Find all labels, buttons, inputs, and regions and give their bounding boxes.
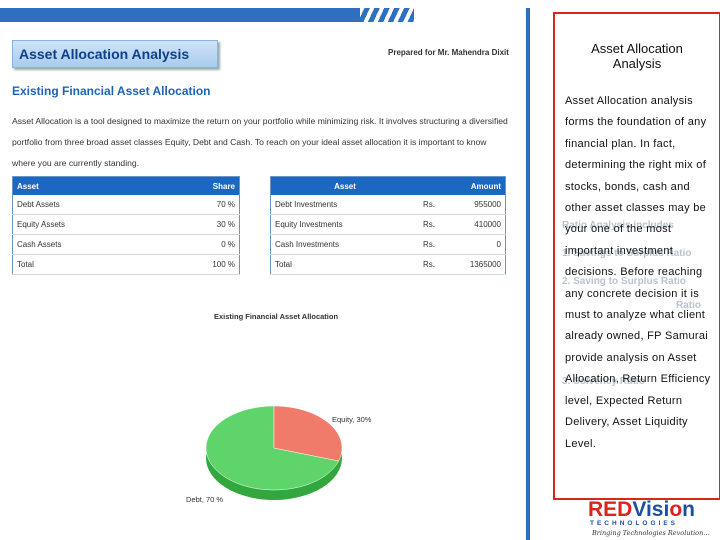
table-cell: Rs. <box>419 254 448 275</box>
header-bar <box>0 8 414 22</box>
logo-tagline: Bringing Technologies Revolution... <box>592 529 710 537</box>
table-cell: Debt Investments <box>270 195 419 215</box>
amount-table: Asset Amount Debt Investments Rs. 955000 E… <box>270 176 506 275</box>
report-title-box: Asset Allocation Analysis <box>12 40 218 68</box>
logo-wordmark: REDVision <box>588 498 695 521</box>
table-row: Total 100 % <box>12 254 240 275</box>
ghost-text: Ratio Analysis includes <box>562 220 674 231</box>
table-header: Share <box>158 176 240 195</box>
table-header <box>419 176 448 195</box>
table-cell: Rs. <box>419 195 448 215</box>
side-panel <box>532 0 720 540</box>
pie-slice-debt <box>205 405 340 491</box>
table-cell: Rs. <box>419 234 448 255</box>
share-table: Asset Share Debt Assets 70 % Equity Asset… <box>12 176 240 275</box>
callout-box: Asset Allocation Analysis Asset Allocati… <box>553 12 720 500</box>
table-cell: Rs. <box>419 214 448 235</box>
callout-title-line: Asset Allocation <box>591 41 683 56</box>
pie-chart <box>205 405 343 500</box>
vertical-divider <box>526 8 530 540</box>
table-cell: Cash Investments <box>270 234 419 255</box>
logo-subtitle: TECHNOLOGIES <box>590 520 679 527</box>
table-cell: 410000 <box>447 214 506 235</box>
table-cell: Total <box>12 254 159 275</box>
intro-paragraph: Asset Allocation is a tool designed to m… <box>12 116 508 168</box>
prepared-for: Prepared for Mr. Mahendra Dixit <box>388 48 509 57</box>
table-row: Debt Investments Rs. 955000 <box>270 195 506 215</box>
table-cell: 0 <box>447 234 506 255</box>
pie-label-debt: Debt, 70 % <box>186 495 224 504</box>
table-cell: Equity Investments <box>270 214 419 235</box>
callout-body: Asset Allocation analysis forms the foun… <box>565 95 711 450</box>
table-cell: Total <box>270 254 419 275</box>
ghost-text: 2. Saving to Surplus Ratio <box>562 276 686 287</box>
ghost-text: Ratio <box>676 300 701 311</box>
table-cell: 70 % <box>158 195 240 215</box>
table-cell: 0 % <box>158 234 240 255</box>
callout-title: Asset Allocation Analysis <box>555 41 719 71</box>
table-row: Cash Investments Rs. 0 <box>270 234 506 255</box>
callout-title-line: Analysis <box>612 56 662 71</box>
document-page: Asset Allocation Analysis Prepared for M… <box>0 8 509 504</box>
table-row: Equity Investments Rs. 410000 <box>270 214 506 235</box>
table-cell: 100 % <box>158 254 240 275</box>
table-row: Equity Assets 30 % <box>12 214 240 235</box>
header-stripes <box>360 8 414 22</box>
table-row: Debt Assets 70 % <box>12 195 240 215</box>
report-title: Asset Allocation Analysis <box>19 46 190 62</box>
ghost-text: 1. Savings to Surplus Ratio <box>562 248 692 259</box>
chart-title: Existing Financial Asset Allocation <box>214 312 339 321</box>
table-row: Cash Assets 0 % <box>12 234 240 255</box>
company-logo: REDVision TECHNOLOGIES Bringing Technolo… <box>588 498 716 538</box>
pie-label-equity: Equity, 30% <box>332 415 372 424</box>
table-row: Total Rs. 1365000 <box>270 254 506 275</box>
table-cell: 30 % <box>158 214 240 235</box>
table-cell: 955000 <box>447 195 506 215</box>
table-cell: Debt Assets <box>12 195 159 215</box>
table-header: Asset <box>12 176 159 195</box>
table-cell: Cash Assets <box>12 234 159 255</box>
section-title: Existing Financial Asset Allocation <box>12 84 211 98</box>
ghost-text: 3. Solvency Ratio <box>562 376 645 387</box>
table-cell: Equity Assets <box>12 214 159 235</box>
table-header: Asset <box>270 176 419 195</box>
table-cell: 1365000 <box>447 254 506 275</box>
table-header: Amount <box>447 176 506 195</box>
pie-slice-equity <box>273 405 343 462</box>
